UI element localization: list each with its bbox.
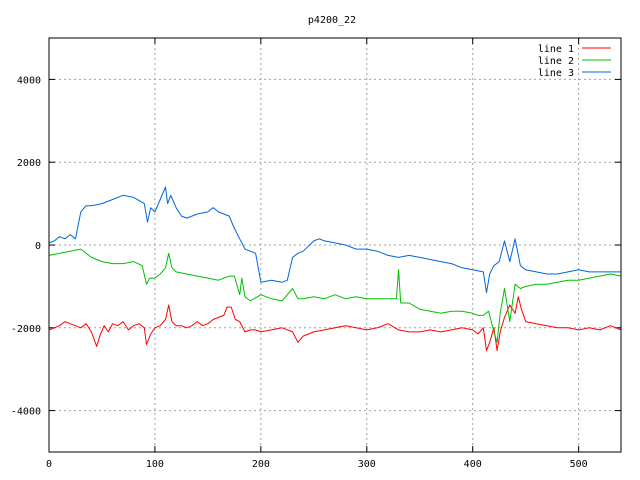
- chart-title: p4200_22: [308, 15, 356, 26]
- legend-label: line 3: [538, 68, 574, 79]
- x-tick-label: 200: [252, 459, 270, 470]
- x-tick-label: 500: [570, 459, 588, 470]
- series-group: [48, 186, 622, 352]
- y-tick-label: 2000: [17, 158, 41, 169]
- y-tick-label: 0: [35, 241, 41, 252]
- y-tick-label: -4000: [11, 407, 41, 418]
- plot-frame: [48, 37, 622, 453]
- y-tick-label: -2000: [11, 324, 41, 335]
- series-line-3: [48, 186, 621, 294]
- x-tick-label: 400: [464, 459, 482, 470]
- x-tick-label: 0: [46, 459, 52, 470]
- y-tick-label: 4000: [17, 75, 41, 86]
- x-tick-label: 300: [358, 459, 376, 470]
- legend-label: line 1: [538, 44, 574, 55]
- series-line-1: [48, 296, 622, 352]
- legend-label: line 2: [538, 56, 574, 67]
- x-tick-label: 100: [146, 459, 164, 470]
- axis-ticks: 0 100 200 300 400 500 -4000 -2000 0 2000 4000: [11, 38, 621, 470]
- series-line-2: [48, 248, 622, 343]
- grid-lines: [49, 38, 621, 452]
